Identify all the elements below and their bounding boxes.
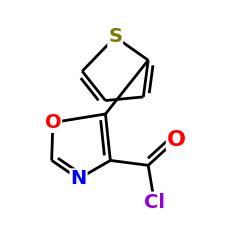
Text: O: O [167, 130, 186, 150]
Text: Cl: Cl [144, 192, 165, 212]
Text: S: S [108, 28, 122, 46]
Text: O: O [44, 113, 61, 132]
Text: N: N [70, 169, 87, 188]
